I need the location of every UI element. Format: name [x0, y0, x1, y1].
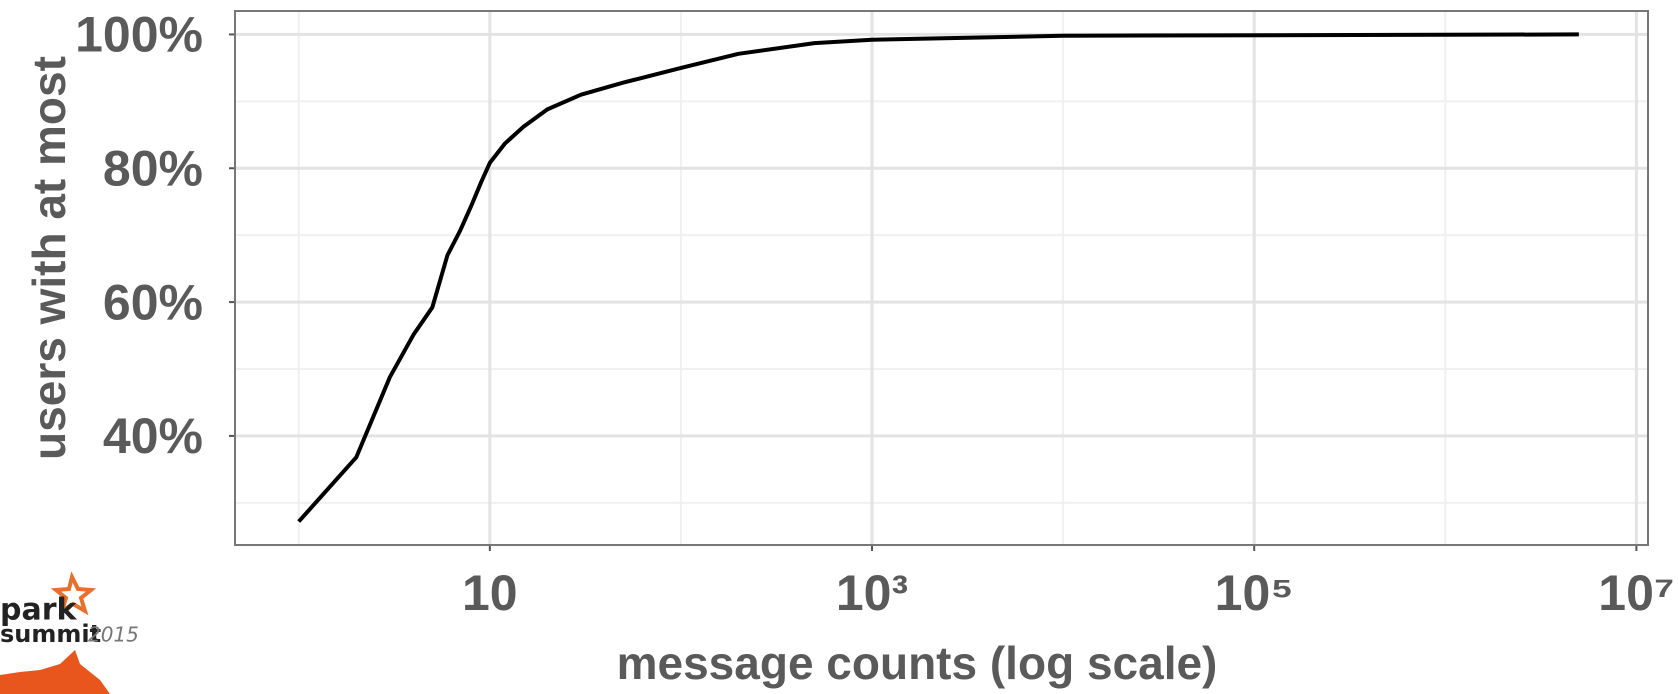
chart: users with at most message counts (log s… [0, 0, 1678, 694]
y-tick-label: 100% [75, 7, 203, 63]
y-tick-label: 40% [103, 408, 203, 464]
x-tick-label: 10³ [836, 565, 908, 621]
x-axis-title: message counts (log scale) [617, 637, 1218, 689]
y-tick-label: 60% [103, 274, 203, 330]
page: {"chart_data": {"type": "line", "x_label… [0, 0, 1678, 694]
logo: park summit 2015 [0, 577, 139, 694]
y-axis-title: users with at most [23, 56, 75, 460]
logo-year: 2015 [88, 623, 139, 647]
logo-bridge [0, 650, 110, 694]
x-tick-label: 10 [462, 565, 518, 621]
plot-frame [235, 11, 1648, 545]
x-tick-label: 10⁷ [1598, 565, 1674, 621]
x-tick-label: 10⁵ [1215, 565, 1294, 621]
logo-text: summit [0, 620, 101, 648]
y-tick-label: 80% [103, 140, 203, 196]
